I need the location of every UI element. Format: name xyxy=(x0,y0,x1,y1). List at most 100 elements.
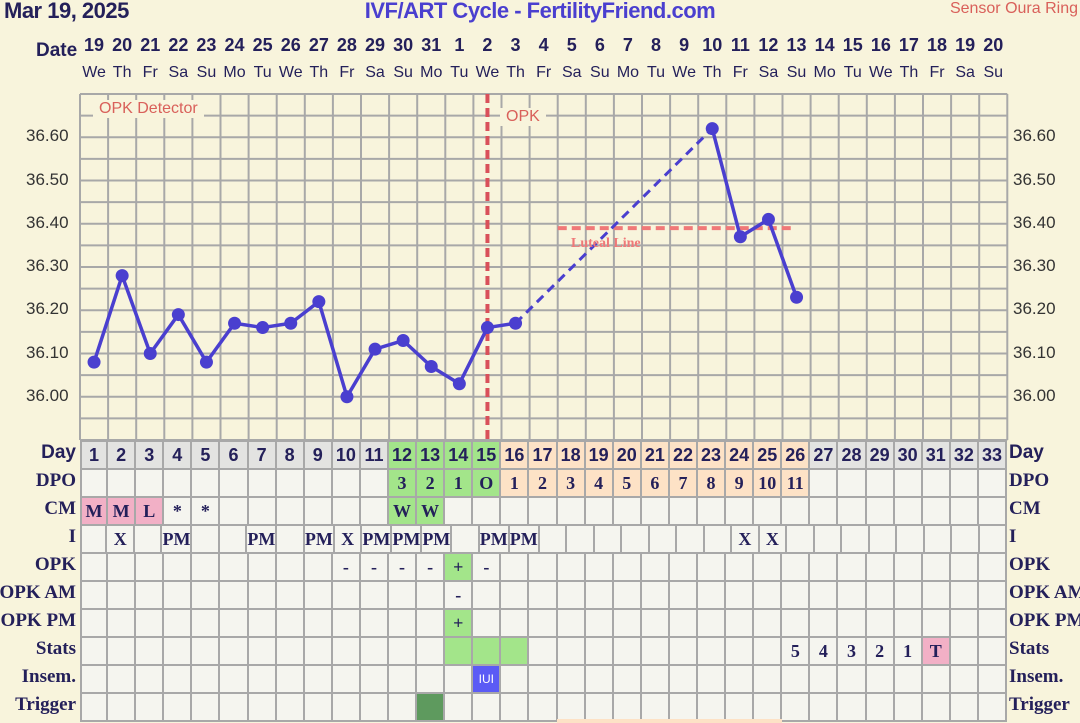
table-cell[interactable] xyxy=(80,638,109,666)
table-cell[interactable] xyxy=(838,498,867,526)
table-cell[interactable]: 16 xyxy=(501,442,530,470)
table-cell[interactable]: 3 xyxy=(136,442,165,470)
table-cell[interactable] xyxy=(304,610,333,638)
table-cell[interactable]: 3 xyxy=(389,470,418,498)
table-cell[interactable] xyxy=(557,666,586,694)
table-cell[interactable] xyxy=(782,666,811,694)
table-cell[interactable] xyxy=(726,498,755,526)
table-cell[interactable]: 12 xyxy=(389,442,418,470)
table-cell[interactable] xyxy=(108,582,137,610)
table-cell[interactable] xyxy=(276,582,305,610)
table-cell[interactable]: 9 xyxy=(726,470,755,498)
table-cell[interactable] xyxy=(501,638,530,666)
table-cell[interactable] xyxy=(529,694,558,722)
table-cell[interactable] xyxy=(473,498,502,526)
table-cell[interactable] xyxy=(894,610,923,638)
table-cell[interactable] xyxy=(136,666,165,694)
table-cell[interactable] xyxy=(108,638,137,666)
table-cell[interactable] xyxy=(304,554,333,582)
table-cell[interactable] xyxy=(389,694,418,722)
table-cell[interactable] xyxy=(248,498,277,526)
table-cell[interactable]: 7 xyxy=(248,442,277,470)
table-cell[interactable]: 5 xyxy=(613,470,642,498)
table-cell[interactable]: PM xyxy=(509,526,540,554)
table-cell[interactable] xyxy=(754,610,783,638)
table-cell[interactable] xyxy=(80,582,109,610)
table-cell[interactable] xyxy=(950,582,979,610)
table-cell[interactable] xyxy=(698,582,727,610)
table-cell[interactable] xyxy=(248,666,277,694)
table-cell[interactable] xyxy=(445,694,474,722)
table-cell[interactable] xyxy=(838,582,867,610)
table-cell[interactable]: 10 xyxy=(754,470,783,498)
table-cell[interactable] xyxy=(557,694,586,722)
table-cell[interactable] xyxy=(869,526,898,554)
table-cell[interactable] xyxy=(726,638,755,666)
table-cell[interactable] xyxy=(698,638,727,666)
table-cell[interactable] xyxy=(754,498,783,526)
table-cell[interactable] xyxy=(304,638,333,666)
table-cell[interactable] xyxy=(585,666,614,694)
table-cell[interactable] xyxy=(220,554,249,582)
table-cell[interactable] xyxy=(539,526,568,554)
table-cell[interactable]: 4 xyxy=(810,638,839,666)
table-cell[interactable] xyxy=(782,610,811,638)
table-cell[interactable]: 2 xyxy=(529,470,558,498)
table-cell[interactable] xyxy=(557,638,586,666)
table-cell[interactable]: 28 xyxy=(838,442,867,470)
table-cell[interactable] xyxy=(897,526,925,554)
table-cell[interactable] xyxy=(417,666,446,694)
table-cell[interactable] xyxy=(641,554,670,582)
table-cell[interactable] xyxy=(649,526,678,554)
table-cell[interactable] xyxy=(922,554,951,582)
table-cell[interactable] xyxy=(389,638,418,666)
table-cell[interactable] xyxy=(220,666,249,694)
table-cell[interactable]: 4 xyxy=(585,470,614,498)
table-cell[interactable] xyxy=(782,694,811,722)
table-cell[interactable] xyxy=(80,526,108,554)
table-cell[interactable] xyxy=(641,694,670,722)
table-cell[interactable] xyxy=(501,694,530,722)
table-cell[interactable] xyxy=(704,526,733,554)
table-cell[interactable] xyxy=(950,610,979,638)
table-cell[interactable]: 8 xyxy=(276,442,305,470)
table-cell[interactable] xyxy=(192,582,221,610)
table-cell[interactable] xyxy=(445,638,474,666)
table-cell[interactable] xyxy=(810,470,839,498)
table-cell[interactable] xyxy=(360,582,389,610)
table-cell[interactable] xyxy=(641,582,670,610)
table-cell[interactable]: L xyxy=(136,498,165,526)
table-cell[interactable] xyxy=(979,526,1007,554)
table-cell[interactable] xyxy=(164,638,193,666)
table-cell[interactable] xyxy=(866,666,895,694)
table-cell[interactable] xyxy=(978,470,1007,498)
table-cell[interactable] xyxy=(698,694,727,722)
table-cell[interactable] xyxy=(136,582,165,610)
table-cell[interactable] xyxy=(192,470,221,498)
table-cell[interactable] xyxy=(952,526,980,554)
table-cell[interactable]: PM xyxy=(247,526,278,554)
table-cell[interactable] xyxy=(501,610,530,638)
table-cell[interactable] xyxy=(754,694,783,722)
table-cell[interactable] xyxy=(838,554,867,582)
table-cell[interactable] xyxy=(136,610,165,638)
table-cell[interactable]: 1 xyxy=(501,470,530,498)
table-cell[interactable]: + xyxy=(445,610,474,638)
table-cell[interactable] xyxy=(134,526,163,554)
table-cell[interactable] xyxy=(894,582,923,610)
table-cell[interactable]: 6 xyxy=(220,442,249,470)
table-cell[interactable] xyxy=(445,666,474,694)
table-cell[interactable] xyxy=(304,694,333,722)
table-cell[interactable] xyxy=(501,498,530,526)
table-cell[interactable] xyxy=(192,610,221,638)
table-cell[interactable] xyxy=(164,666,193,694)
table-cell[interactable]: 25 xyxy=(754,442,783,470)
table-cell[interactable] xyxy=(613,610,642,638)
table-cell[interactable] xyxy=(108,554,137,582)
table-cell[interactable]: O xyxy=(473,470,502,498)
table-cell[interactable] xyxy=(922,470,951,498)
table-cell[interactable] xyxy=(360,666,389,694)
table-cell[interactable]: - xyxy=(445,582,474,610)
table-cell[interactable] xyxy=(669,666,698,694)
table-cell[interactable] xyxy=(248,554,277,582)
